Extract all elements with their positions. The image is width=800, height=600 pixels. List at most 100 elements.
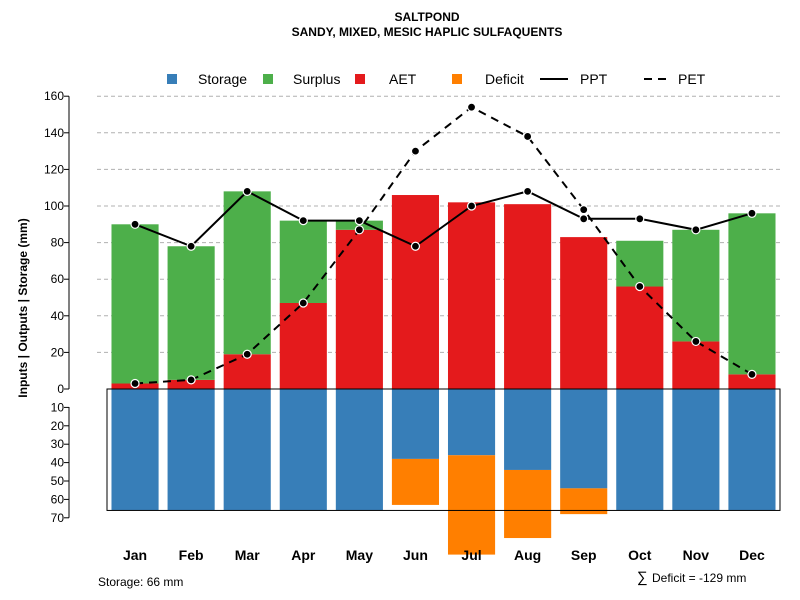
storage-bar [504,389,552,470]
month-label: Jul [461,547,481,563]
pet-point [242,349,252,359]
y-tick-label: 60 [51,272,65,286]
pet-point [298,298,308,308]
ppt-point [186,241,196,251]
storage-bar [616,389,664,511]
surplus-bar [167,246,215,380]
surplus-bar [111,224,159,384]
ppt-point [747,208,757,218]
legend-label-pet: PET [678,71,706,87]
pet-point [354,225,364,235]
pet-point [747,369,757,379]
deficit-bar [391,458,440,505]
ppt-point [635,214,645,224]
bars [106,191,781,555]
legend-swatch-aet [355,74,365,84]
storage-bar [672,389,720,511]
storage-bar [167,389,215,511]
legend-label-ppt: PPT [580,71,608,87]
aet-bar [672,341,720,389]
pet-point [130,378,140,389]
chart-title: SALTPOND [394,10,459,24]
pet-point [410,146,421,156]
legend-label-aet: AET [389,71,417,87]
pet-point [579,205,589,215]
storage-bar [447,389,496,456]
legend-swatch-storage [167,74,177,84]
ppt-point [691,225,701,235]
ppt-point [523,186,533,196]
y-tick-label: 80 [51,236,65,250]
ppt-point [410,241,421,251]
month-label: Mar [235,547,260,563]
aet-bar [447,202,496,389]
deficit-footnote: Deficit = -129 mm [652,571,746,585]
y-tick-label: 40 [51,309,65,323]
month-label: Oct [628,547,652,563]
aet-bar [504,204,552,389]
aet-bar [223,354,271,389]
y-tick-label: 120 [44,162,64,176]
lines [130,102,757,389]
pet-line [134,105,753,385]
y-tick-label: 100 [44,199,64,213]
surplus-bar [672,229,720,342]
legend-label-storage: Storage [198,71,247,87]
y-tick-label: 20 [51,345,65,359]
storage-bar [223,389,271,511]
surplus-bar [279,220,327,303]
y-tick-label: 60 [51,492,65,506]
deficit-bar [504,469,552,539]
legend-swatch-deficit [452,74,462,84]
y-axis-label: Inputs | Outputs | Storage (mm) [16,218,30,397]
aet-bar [728,374,776,389]
aet-bar [560,237,608,389]
legend: Storage Surplus AET Deficit PPT PET [167,71,706,87]
storage-bar [560,389,608,489]
ppt-point [354,216,364,226]
month-label: Dec [739,547,765,563]
surplus-bar [728,213,776,375]
aet-bar [279,302,327,389]
y-tick-label: 50 [51,474,65,488]
y-tick-label: 140 [44,126,64,140]
chart-subtitle: SANDY, MIXED, MESIC HAPLIC SULFAQUENTS [292,25,563,39]
month-label: Aug [514,547,541,563]
pet-point [466,102,477,112]
surplus-bar [223,191,271,355]
pet-point [186,375,196,385]
ppt-point [130,219,140,229]
legend-label-deficit: Deficit [485,71,524,87]
ppt-point [298,216,308,226]
aet-bar [335,229,383,389]
month-label: Jun [403,547,428,563]
deficit-bar [560,488,608,515]
y-tick-label: 160 [44,89,64,103]
month-label: Nov [683,547,710,563]
aet-bar [391,195,440,389]
ppt-point [466,201,477,211]
ppt-line [134,190,753,248]
month-label: Jan [123,547,147,563]
storage-bar [391,389,440,459]
y-tick-label: 30 [51,437,65,451]
storage-footnote: Storage: 66 mm [98,575,183,589]
pet-point [523,131,533,142]
ppt-point [579,214,589,224]
legend-label-surplus: Surplus [293,71,340,87]
storage-bar [279,389,327,511]
y-tick-label: 0 [57,382,64,396]
storage-bar [728,389,776,511]
month-label: Feb [179,547,204,563]
y-tick-label: 20 [51,419,65,433]
sum-symbol: ∑ [637,569,648,586]
y-tick-label: 40 [51,456,65,470]
ppt-point [242,186,252,196]
legend-swatch-surplus [263,74,273,84]
month-label: Sep [571,547,597,563]
storage-bar [111,389,159,511]
y-tick-label: 10 [51,400,65,414]
y-tick-label: 70 [51,511,65,525]
